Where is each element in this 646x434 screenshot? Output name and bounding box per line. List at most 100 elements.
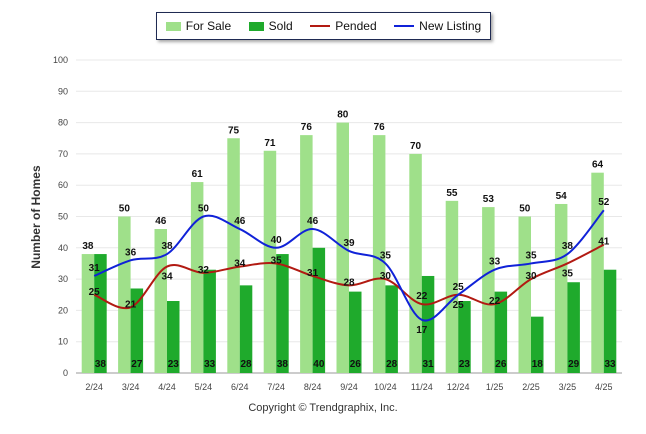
bar-sold (567, 282, 580, 373)
y-tick-label: 70 (58, 149, 68, 159)
bar-sold (167, 301, 180, 373)
label-pended: 41 (598, 237, 610, 248)
label-for-sale: 80 (337, 110, 349, 121)
data-labels: 38 38 31 25 50 27 36 21 46 23 38 34 61 33 50 32 75 28 46 34… (82, 110, 616, 370)
label-sold: 33 (204, 359, 216, 370)
legend-item-pended[interactable]: Pended (310, 19, 377, 33)
pended-line-icon (310, 25, 331, 27)
label-sold: 26 (350, 359, 362, 370)
label-pended: 31 (307, 268, 319, 279)
label-new-listing: 36 (125, 247, 137, 258)
label-pended: 30 (380, 271, 392, 282)
label-new-listing: 25 (453, 282, 465, 293)
bar-sold (203, 269, 216, 373)
x-tick-label: 3/24 (122, 382, 140, 392)
x-tick-label: 11/24 (411, 382, 433, 392)
legend-item-sold[interactable]: Sold (248, 19, 293, 33)
label-new-listing: 50 (198, 204, 210, 215)
y-tick-label: 40 (58, 243, 68, 253)
bar-for-sale (445, 200, 459, 373)
legend-label-pended: Pended (335, 19, 377, 33)
label-sold: 33 (604, 359, 616, 370)
y-tick-label: 0 (63, 368, 68, 378)
bar-sold (349, 291, 362, 373)
bar-for-sale (409, 153, 422, 373)
bar-for-sale (518, 216, 531, 373)
x-tick-label: 12/24 (447, 382, 470, 392)
y-tick-label: 80 (58, 118, 68, 128)
y-axis-label: Number of Homes (29, 165, 43, 269)
label-for-sale: 71 (264, 138, 276, 149)
bar-for-sale (190, 182, 204, 373)
label-new-listing: 35 (525, 250, 537, 261)
label-for-sale: 38 (82, 241, 94, 252)
x-tick-label: 1/25 (486, 382, 504, 392)
label-pended: 21 (125, 299, 137, 310)
label-for-sale: 53 (483, 194, 495, 205)
label-new-listing: 38 (161, 241, 173, 252)
y-tick-label: 20 (58, 305, 68, 315)
label-pended: 22 (416, 291, 428, 302)
x-tick-label: 4/24 (158, 382, 176, 392)
label-new-listing: 46 (234, 216, 246, 227)
label-for-sale: 46 (155, 216, 167, 227)
legend-item-for-sale[interactable]: For Sale (165, 19, 232, 33)
legend-label-new-listing: New Listing (419, 19, 482, 33)
bar-for-sale (263, 150, 277, 373)
y-tick-label: 90 (58, 86, 68, 96)
y-tick-label: 10 (58, 337, 68, 347)
bar-for-sale (300, 135, 313, 373)
bar-for-sale (81, 254, 95, 373)
legend-label-for-sale: For Sale (185, 19, 232, 33)
label-pended: 22 (489, 296, 501, 307)
x-tick-label: 3/25 (559, 382, 577, 392)
bar-sold (94, 254, 107, 373)
label-sold: 38 (95, 359, 107, 370)
label-sold: 27 (131, 359, 143, 370)
x-tick-label: 4/25 (595, 382, 613, 392)
bar-sold (130, 288, 144, 373)
label-new-listing: 35 (380, 250, 392, 261)
bar-sold (458, 301, 471, 373)
x-tick-label: 2/24 (85, 382, 103, 392)
label-pended: 25 (89, 287, 101, 298)
label-new-listing: 52 (598, 197, 610, 208)
x-tick-labels: 2/24 3/24 4/24 5/24 6/24 7/24 8/24 9/24 10/24 11/… (85, 382, 612, 392)
label-new-listing: 39 (343, 238, 355, 249)
chart-legend: For Sale Sold Pended New Listing (156, 12, 491, 40)
bar-for-sale (482, 207, 495, 373)
label-pended: 34 (161, 272, 173, 283)
x-tick-label: 8/24 (304, 382, 322, 392)
label-sold: 40 (313, 359, 325, 370)
bar-for-sale (554, 203, 568, 373)
label-sold: 18 (532, 359, 544, 370)
label-sold: 31 (422, 359, 434, 370)
series-lines (93, 209, 605, 322)
y-tick-labels: 0 10 20 30 40 50 60 70 80 90 100 (53, 55, 68, 378)
x-tick-label: 7/24 (267, 382, 285, 392)
bar-sold (312, 247, 326, 373)
x-tick-label: 5/24 (195, 382, 213, 392)
label-new-listing: 31 (89, 263, 101, 274)
label-for-sale: 70 (410, 141, 422, 152)
y-tick-label: 100 (53, 55, 68, 65)
label-for-sale: 64 (592, 160, 604, 171)
label-sold: 23 (168, 359, 180, 370)
copyright-text: Copyright © Trendgraphix, Inc. (248, 402, 398, 414)
label-sold: 26 (495, 359, 507, 370)
legend-item-new-listing[interactable]: New Listing (394, 19, 481, 33)
label-new-listing: 40 (271, 235, 283, 246)
new-listing-line-icon (394, 25, 415, 27)
x-tick-label: 9/24 (340, 382, 358, 392)
bar-sold (239, 285, 253, 373)
bar-for-sale (118, 216, 131, 373)
label-for-sale: 50 (119, 204, 131, 215)
label-for-sale: 76 (374, 122, 386, 133)
label-sold: 28 (386, 359, 398, 370)
pended-line (93, 243, 605, 310)
label-pended: 35 (562, 268, 574, 279)
label-for-sale: 50 (519, 204, 531, 215)
label-pended: 35 (271, 255, 283, 266)
bar-sold (531, 316, 544, 373)
